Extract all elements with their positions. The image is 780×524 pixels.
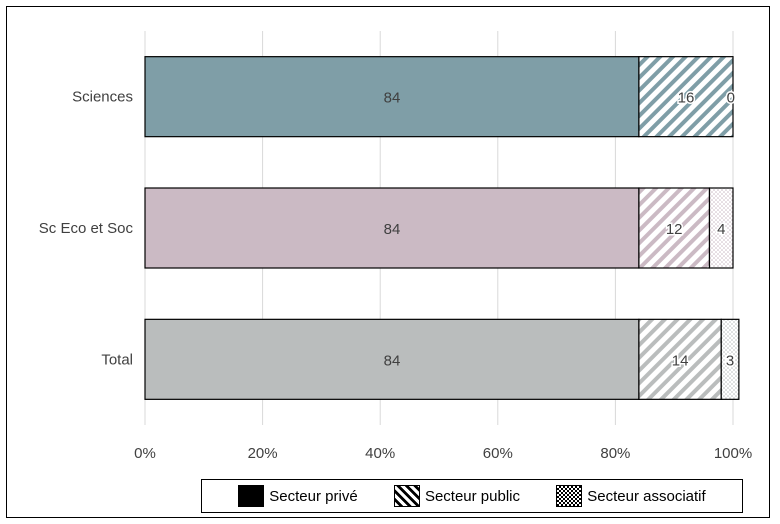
legend-label: Secteur public [424,487,520,505]
stacked-bar-chart: 84 16 0 84 12 4 84 14 3 0% 20% 40% 60% 80% 100% Scienc… [39,31,752,462]
x-tick-label: 100% [714,445,752,462]
legend: Secteur privé Secteur public Secteur ass… [201,479,743,513]
x-tick-label: 60% [483,445,513,462]
checkered-swatch-icon [556,485,583,507]
category-label: Sc Eco et Soc [39,220,134,237]
legend-item-prive: Secteur privé [238,485,358,507]
bar-segment [144,56,640,138]
solid-swatch-icon [238,485,265,507]
bar-segment [144,187,640,269]
legend-item-associatif: Secteur associatif [556,485,706,507]
label-layer: 84 16 0 84 12 4 84 14 3 [384,88,737,371]
bar-segment [638,318,722,400]
bar-segment [708,187,734,269]
x-tick-label: 80% [600,445,630,462]
bar-segment [720,318,740,400]
bar-segment [638,187,711,269]
x-tick-label: 0% [134,445,156,462]
data-label: 84 [384,352,401,369]
legend-label: Secteur associatif [587,487,706,505]
category-label: Total [101,351,133,368]
data-label: 4 [717,221,725,238]
axis-layer: 0% 20% 40% 60% 80% 100% Sciences Sc Eco et Soc T… [39,89,752,462]
x-tick-label: 20% [248,445,278,462]
data-label: 16 [678,90,695,107]
bar-segment [144,318,640,400]
data-label: 84 [384,221,401,238]
data-label: 14 [672,352,689,369]
data-label: 0 [727,90,735,107]
category-label: Sciences [72,89,133,106]
legend-item-public: Secteur public [393,485,520,507]
chart-frame: 84 16 0 84 12 4 84 14 3 0% 20% 40% 60% 80% 100% Scienc… [6,6,770,518]
striped-swatch-icon [393,485,420,507]
bar-segment [638,56,734,138]
data-label: 3 [726,352,734,369]
legend-label: Secteur privé [269,487,358,505]
data-label: 84 [384,90,401,107]
x-tick-label: 40% [365,445,395,462]
bar-layer [144,56,740,400]
data-label: 12 [666,221,683,238]
